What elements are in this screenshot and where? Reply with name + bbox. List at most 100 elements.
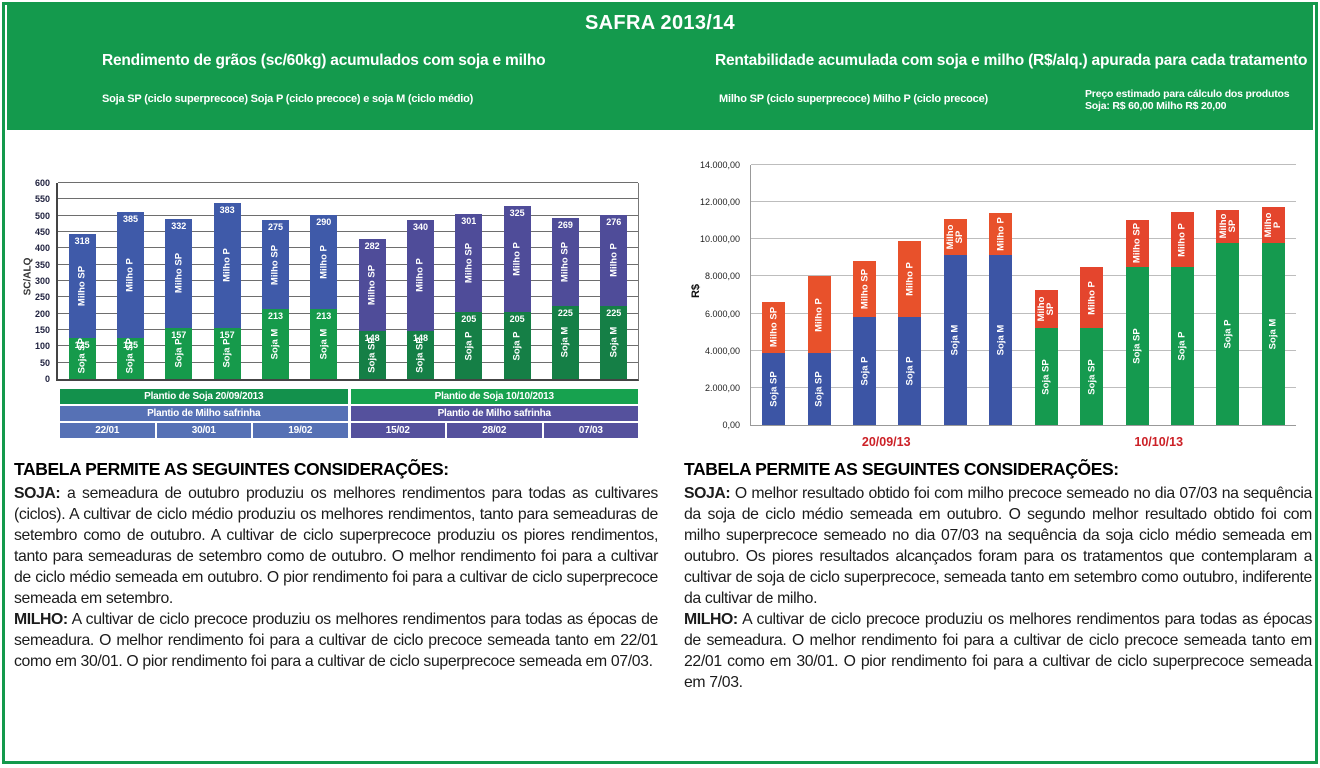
gridline — [58, 214, 638, 216]
soja-segment: Soja P — [898, 317, 922, 425]
soja-name-label: Soja P — [904, 356, 916, 386]
soja-name-label: Soja M — [949, 324, 961, 356]
right-column-subtitle: Milho SP (ciclo superprecoce) Milho P (c… — [719, 93, 988, 105]
y-axis-tick-label: 350 — [34, 259, 50, 270]
milho-value-label: 318 — [74, 236, 90, 247]
milho-segment: Milho P — [807, 276, 831, 353]
milho-name-label: Milho SP — [1217, 213, 1238, 239]
milho-segment: 269 Milho SP — [551, 217, 579, 306]
date-cell: 22/01 — [60, 423, 155, 438]
gridline — [58, 345, 638, 347]
y-axis-tick-label: 14.000,00 — [699, 160, 740, 170]
soja-name-label: Soja P — [173, 338, 185, 368]
milho-segment: Milho SP — [762, 301, 786, 353]
milho-name-label: Milho P — [904, 262, 916, 297]
milho-name-label: Milho P — [1263, 212, 1284, 238]
soja-name-label: Soja M — [559, 326, 571, 358]
milho-segment: 276 Milho P — [600, 215, 628, 306]
soja-name-label: Soja SP — [768, 371, 780, 407]
gridline — [58, 280, 638, 281]
milho-name-label: Milho SP — [945, 224, 966, 250]
y-axis-tick-label: 8.000,00 — [704, 271, 740, 282]
y-axis-tick-label: 600 — [34, 178, 50, 188]
soja-name-label: Soja M — [269, 328, 281, 360]
profit-plot-area: Milho SP Soja SP Milho P Soja SP Milho SP Soj… — [750, 164, 1296, 426]
bars: Milho SP Soja SP Milho P Soja SP Milho SP Soj… — [751, 165, 1296, 425]
milho-label: MILHO: — [684, 611, 738, 629]
y-axis-tick-label: 50 — [39, 357, 50, 368]
soja-value-label: 125 — [74, 340, 90, 351]
soja-segment: 125 Soja SP — [116, 338, 144, 379]
milho-name-label: Milho P — [1176, 222, 1188, 257]
price-note-line2: Soja: R$ 60,00 Milho R$ 20,00 — [1085, 100, 1227, 113]
considerations-right: TABELA PERMITE AS SEGUINTES CONSIDERAÇÕE… — [684, 458, 1312, 693]
considerations-right-soja: SOJA: O melhor resultado obtido foi com … — [684, 483, 1312, 609]
date-cell: 07/03 — [543, 423, 638, 438]
soja-segment: 148 Soja SP — [358, 330, 386, 379]
soja-name-label: Soja SP — [76, 337, 88, 373]
gridline — [58, 329, 638, 330]
milho-name-label: Milho SP — [1131, 223, 1143, 264]
profit-chart: R$ 0,00 2.000,00 4.000,00 6.000,00 8.000,00 1… — [688, 160, 1313, 455]
plantio-table: Plantio de Soja 20/09/2013 Plantio de Mil… — [60, 389, 638, 438]
stacked-bar: 290 Milho P 213 Soja M — [310, 214, 338, 379]
considerations-left-soja: SOJA: a semeadura de outubro produziu os… — [14, 483, 658, 609]
soja-segment: 157 Soja P — [165, 327, 193, 379]
gridline — [58, 263, 638, 265]
stacked-bar: Milho SP Soja P — [853, 260, 877, 425]
milho-value-label: 325 — [509, 207, 525, 218]
stacked-bar: 332 Milho SP 157 Soja P — [165, 219, 193, 379]
soja-label: SOJA: — [14, 485, 61, 503]
y-axis-tick-label: 550 — [34, 194, 50, 205]
group-date-label: 20/09/13 — [861, 435, 911, 449]
soja-text: O melhor resultado obtido foi com milho … — [684, 485, 1312, 608]
considerations-right-heading: TABELA PERMITE AS SEGUINTES CONSIDERAÇÕE… — [684, 459, 1119, 479]
soja-name-label: Soja P — [1176, 331, 1188, 361]
soja-segment: Soja M — [989, 255, 1013, 425]
milho-segment: 318 Milho SP — [68, 234, 96, 339]
yield-plot-area: 318 Milho SP 125 Soja SP 385 Milho P 125 Soja S… — [56, 182, 639, 381]
header-band: SAFRA 2013/14 Rendimento de grãos (sc/60… — [7, 3, 1313, 130]
gridline — [751, 238, 1296, 240]
milho-segment: Milho P — [1080, 267, 1104, 329]
profit-group-dates: 20/09/13 10/10/13 — [750, 435, 1295, 449]
milho-value-label: 332 — [171, 221, 187, 232]
y-axis-tick-label: 100 — [34, 341, 50, 352]
soja-name-label: Soja P — [1222, 319, 1234, 349]
y-axis-tick-label: 400 — [34, 243, 50, 254]
gridline — [751, 312, 1296, 314]
soja-text: a semeadura de outubro produziu os melho… — [14, 485, 658, 608]
soja-segment: Soja M — [1261, 243, 1285, 425]
stacked-bar: Milho SP Soja SP — [1034, 290, 1058, 425]
gridline — [58, 231, 638, 232]
milho-name-label: Milho SP — [768, 306, 780, 348]
milho-segment: Milho P — [898, 241, 922, 318]
milho-name-label: Milho P — [318, 245, 330, 279]
gridline — [58, 361, 638, 363]
plantio-soja-row: Plantio de Soja 10/10/2013 — [350, 389, 638, 404]
milho-name-label: Milho SP — [76, 266, 88, 307]
soja-value-label: 225 — [606, 307, 622, 318]
milho-segment: Milho P — [1170, 212, 1194, 268]
soja-value-label: 205 — [461, 314, 477, 325]
milho-segment: Milho SP — [1216, 209, 1240, 243]
page-title: SAFRA 2013/14 — [585, 12, 735, 34]
dates-row: 15/02 28/02 07/03 — [350, 423, 638, 438]
treatment-group: Milho SP Soja SP Milho P Soja SP Milho SP Soj… — [751, 165, 1024, 425]
milho-name-label: Milho SP — [463, 242, 475, 283]
milho-segment: 290 Milho P — [310, 214, 338, 310]
yield-chart: SC/ALQ 0 50 100 150 200 250 300 350 400 450 500 550… — [18, 178, 643, 441]
gridline — [751, 349, 1296, 351]
stacked-bar: 385 Milho P 125 Soja SP — [116, 212, 144, 379]
milho-segment: 275 Milho SP — [261, 219, 289, 310]
stacked-bar: 282 Milho SP 148 Soja SP — [358, 238, 386, 379]
y-axis-tick-label: 4.000,00 — [704, 345, 740, 356]
milho-segment: 325 Milho P — [503, 205, 531, 313]
y-axis-tick-label: 6.000,00 — [704, 308, 740, 319]
milho-value-label: 340 — [412, 221, 428, 232]
milho-value-label: 383 — [219, 204, 235, 215]
milho-text: A cultivar de ciclo precoce produziu os … — [14, 611, 658, 671]
soja-segment: Soja P — [1170, 267, 1194, 425]
y-axis-tick-label: 500 — [34, 210, 50, 221]
